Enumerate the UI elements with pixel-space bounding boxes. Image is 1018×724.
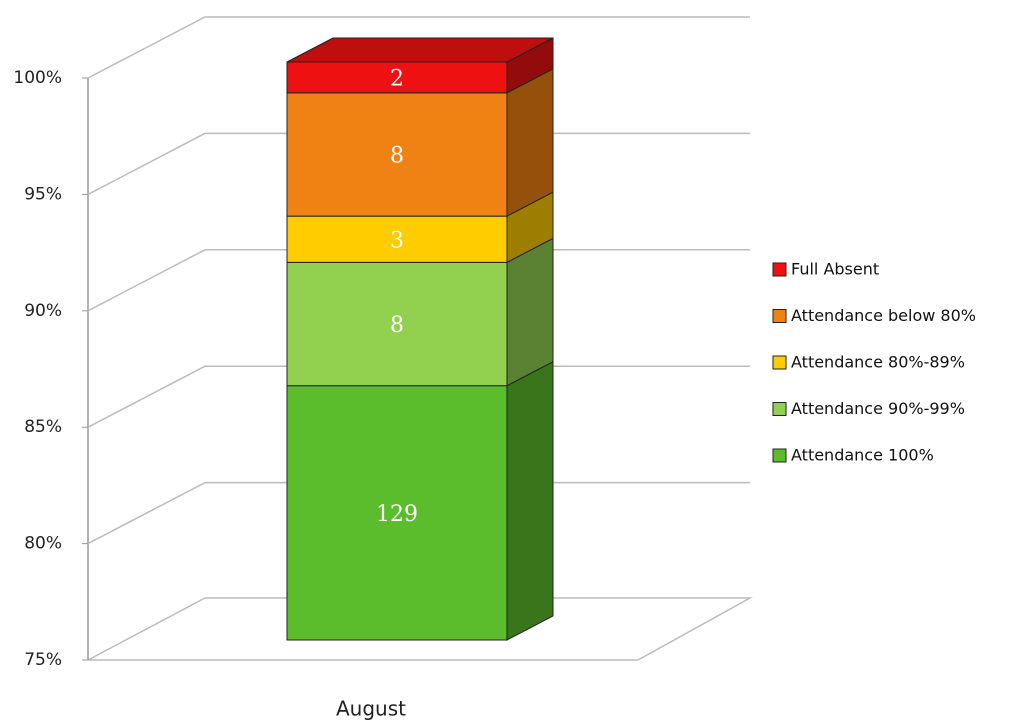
y-tick-label: 75%: [24, 650, 62, 670]
y-tick-label: 100%: [13, 68, 62, 88]
y-tick-label: 80%: [24, 534, 62, 554]
grid-line: [87, 365, 750, 428]
legend-swatch: [772, 448, 787, 463]
bar: [286, 92, 508, 217]
data-label: 129: [376, 502, 418, 527]
legend-label: Attendance 80%-89%: [791, 353, 965, 372]
legend-swatch: [772, 309, 787, 323]
legend-label: Full Absent: [791, 260, 879, 279]
bar: [286, 61, 508, 94]
data-label: 2: [390, 66, 404, 91]
grid-line: [87, 16, 750, 79]
floor: [87, 597, 753, 661]
bar-side: [506, 68, 554, 217]
y-tick-label: 85%: [24, 417, 62, 437]
grid-line: [87, 481, 750, 545]
legend-swatch: [772, 402, 787, 416]
legend-label: Attendance 90%-99%: [791, 399, 965, 418]
data-label: 8: [390, 143, 404, 168]
grid-line: [87, 132, 750, 196]
x-tick-label: August: [336, 697, 406, 721]
bar-side: [506, 237, 554, 387]
bar-side: [506, 360, 554, 641]
y-tick-label: 90%: [24, 301, 62, 321]
data-label: 3: [390, 228, 404, 253]
legend-swatch: [772, 355, 787, 370]
legend-label: Attendance 100%: [791, 446, 934, 465]
legend-swatch: [772, 262, 787, 277]
data-label: 8: [390, 313, 404, 338]
y-tick-label: 95%: [24, 184, 62, 204]
legend-label: Attendance below 80%: [791, 306, 976, 325]
bar: [286, 215, 508, 263]
bar: [286, 385, 508, 641]
bar: [286, 261, 508, 387]
grid-line: [87, 249, 750, 312]
bar-top: [286, 37, 554, 63]
